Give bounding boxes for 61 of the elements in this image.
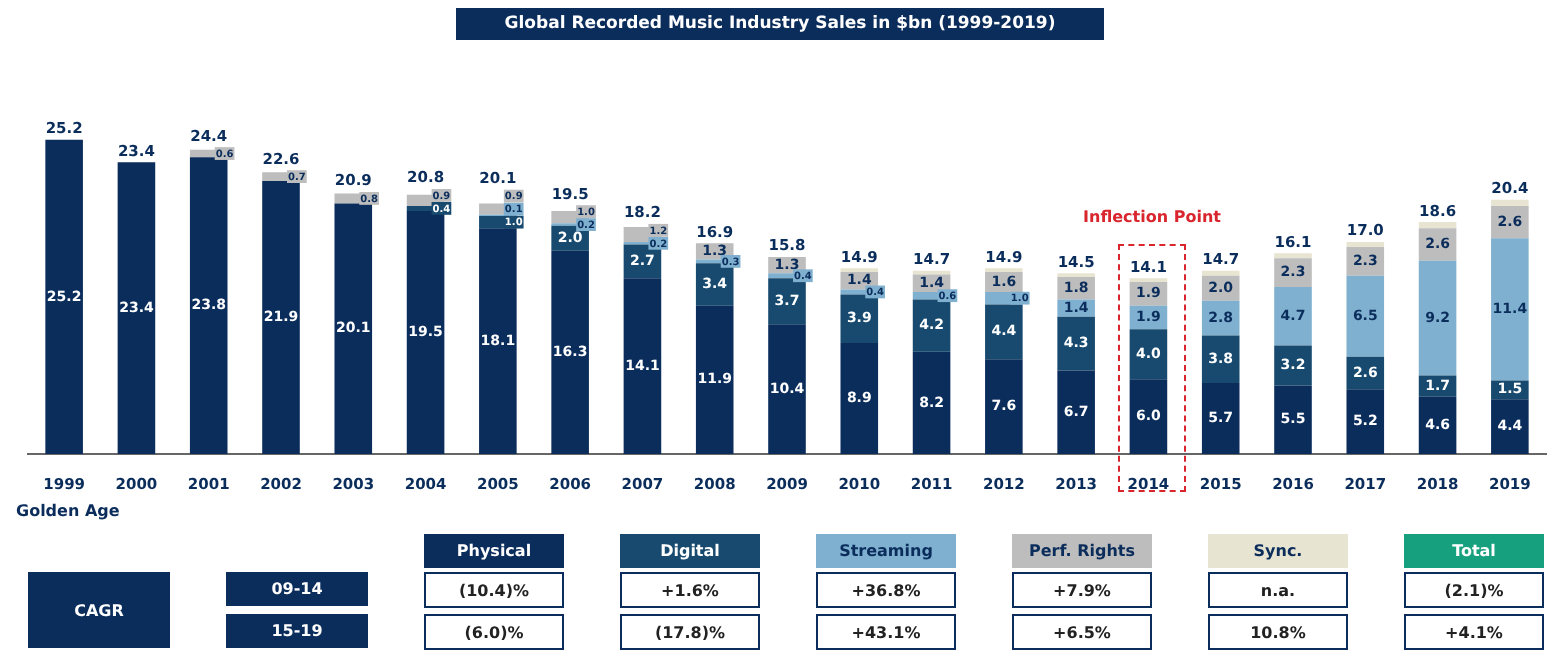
bar — [768, 324, 806, 454]
bar — [1057, 316, 1095, 371]
bar — [912, 351, 951, 454]
bar — [1418, 260, 1457, 376]
bar — [1201, 270, 1240, 276]
text: Total — [1404, 534, 1544, 568]
bar — [1201, 335, 1240, 383]
chart-title: Global Recorded Music Industry Sales in $bn (1999-2019) — [456, 8, 1104, 40]
bar — [840, 294, 879, 344]
text: (2.1)% — [1404, 572, 1544, 608]
text: 15-19 — [226, 614, 368, 648]
bar — [1418, 396, 1457, 454]
bar — [406, 210, 445, 454]
bar — [117, 162, 156, 454]
text: +7.9% — [1012, 572, 1152, 608]
bar — [479, 228, 517, 454]
bar — [912, 299, 951, 352]
text: +36.8% — [816, 572, 956, 608]
bar — [623, 278, 662, 454]
bar — [1129, 329, 1168, 380]
bar — [334, 203, 373, 454]
bar — [551, 250, 589, 454]
text: n.a. — [1208, 572, 1348, 608]
text: Perf. Rights — [1012, 534, 1152, 568]
bar — [1274, 253, 1312, 259]
bar — [1346, 242, 1385, 248]
bar — [45, 139, 83, 454]
text: (17.8)% — [620, 614, 760, 650]
bar — [1491, 199, 1529, 206]
text: +6.5% — [1012, 614, 1152, 650]
text: Digital — [620, 534, 760, 568]
text: (10.4)% — [424, 572, 564, 608]
bar — [985, 304, 1023, 360]
bar — [1201, 382, 1240, 454]
bar — [840, 343, 879, 454]
bar — [1274, 385, 1312, 454]
text: +43.1% — [816, 614, 956, 650]
bar — [985, 359, 1023, 454]
text: Sync. — [1208, 534, 1348, 568]
text: 10.8% — [1208, 614, 1348, 650]
bar — [262, 180, 300, 454]
bar — [189, 157, 228, 454]
text: Physical — [424, 534, 564, 568]
bar — [695, 305, 734, 454]
annotation: Inflection Point — [1081, 208, 1223, 226]
text: +4.1% — [1404, 614, 1544, 650]
text: (6.0)% — [424, 614, 564, 650]
bar — [1057, 370, 1095, 454]
bar — [1491, 399, 1529, 454]
text: 09-14 — [226, 572, 368, 606]
text: CAGR — [28, 572, 170, 648]
bar — [1274, 286, 1312, 346]
text: Streaming — [816, 534, 956, 568]
bar — [1418, 222, 1457, 229]
bar — [1129, 379, 1168, 454]
text: Golden Age — [16, 502, 120, 520]
bar — [768, 278, 806, 325]
bar — [1346, 275, 1385, 357]
text: +1.6% — [620, 572, 760, 608]
bar — [1491, 238, 1529, 381]
bar — [1346, 389, 1385, 454]
